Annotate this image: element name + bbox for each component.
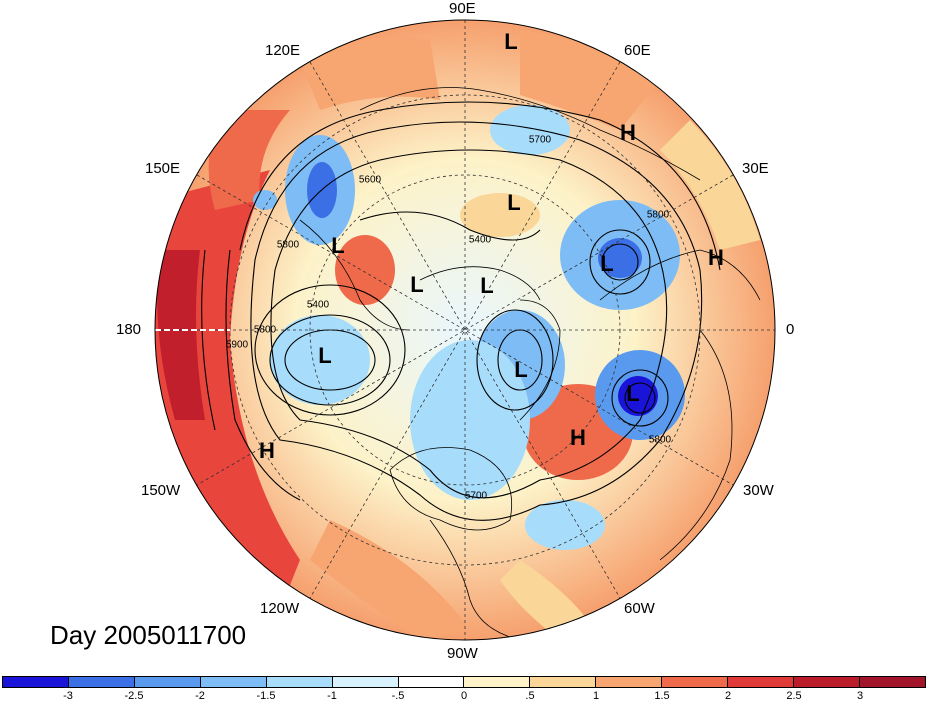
colorbar-tick-label: -1 — [327, 690, 337, 702]
colorbar-tick-label: 2.5 — [786, 690, 802, 702]
low-pressure-marker: L — [331, 233, 345, 258]
lon-label: 150E — [145, 160, 181, 177]
colorbar-box — [464, 677, 531, 687]
colorbar-tick-label: -.5 — [391, 690, 405, 702]
contour-label: 5400 — [468, 234, 492, 246]
low-pressure-marker: L — [600, 251, 614, 276]
high-pressure-marker: H — [259, 438, 275, 463]
coastlines — [299, 87, 761, 640]
contour-label: 5700 — [528, 134, 552, 146]
low-pressure-marker: L — [626, 381, 640, 406]
lon-label: 150W — [141, 482, 181, 499]
colorbar-box — [398, 677, 465, 687]
colorbar — [2, 676, 926, 688]
contour-label: 5800 — [253, 324, 277, 336]
colorbar-tick-label: 2 — [724, 690, 732, 702]
colorbar-box — [134, 677, 201, 687]
low-pressure-marker: L — [410, 272, 424, 297]
colorbar-box — [530, 677, 597, 687]
colorbar-tick-label: 1 — [592, 690, 600, 702]
colorbar-box — [332, 677, 399, 687]
colorbar-tick-label: -3 — [63, 690, 73, 702]
lon-label: 120W — [260, 600, 300, 617]
contour-label: 5800 — [648, 434, 672, 446]
low-pressure-marker: L — [504, 29, 518, 54]
colorbar-tick-label: 0 — [460, 690, 468, 702]
lon-label: 90E — [449, 0, 476, 17]
lon-label: 90W — [447, 645, 478, 662]
contour-label: 5700 — [464, 490, 488, 502]
colorbar-tick-label: 3 — [856, 690, 864, 702]
map-border — [154, 19, 776, 641]
contour-label: 5600 — [358, 174, 382, 186]
colorbar-tick-label: -2 — [195, 690, 205, 702]
contour-label: 5900 — [225, 339, 249, 351]
contour-label: 5800 — [276, 239, 300, 251]
colorbar-tick-label: -1.5 — [256, 690, 276, 702]
lon-label: 0 — [786, 321, 795, 338]
colorbar-tick-label: .5 — [525, 690, 535, 702]
low-pressure-marker: L — [507, 190, 521, 215]
colorbar-box — [266, 677, 333, 687]
high-pressure-marker: H — [570, 425, 586, 450]
lon-label: 60E — [624, 42, 651, 59]
colorbar-box — [859, 677, 925, 687]
contour-label: 5800 — [646, 209, 670, 221]
colorbar-tick-label: -2.5 — [124, 690, 144, 702]
colorbar-box — [662, 677, 729, 687]
colorbar-box — [596, 677, 663, 687]
low-pressure-marker: L — [480, 273, 494, 298]
lon-label: 30E — [742, 160, 769, 177]
lon-label: 30W — [743, 482, 774, 499]
low-pressure-marker: L — [514, 357, 528, 382]
colorbar-box — [794, 677, 860, 687]
colorbar-box — [3, 677, 69, 687]
lon-label: 120E — [265, 42, 301, 59]
colorbar-box — [728, 677, 795, 687]
lon-label: 60W — [624, 600, 655, 617]
high-pressure-marker: H — [708, 245, 724, 270]
lon-label: 180 — [116, 321, 142, 338]
high-pressure-marker: H — [620, 120, 636, 145]
colorbar-box — [68, 677, 135, 687]
colorbar-box — [200, 677, 267, 687]
day-label: Day 2005011700 — [50, 620, 247, 650]
colorbar-tick-label: 1.5 — [654, 690, 670, 702]
low-pressure-marker: L — [318, 343, 332, 368]
contour-label: 5400 — [306, 299, 330, 311]
anomaly-shading — [155, 20, 775, 640]
graticule — [155, 20, 775, 640]
